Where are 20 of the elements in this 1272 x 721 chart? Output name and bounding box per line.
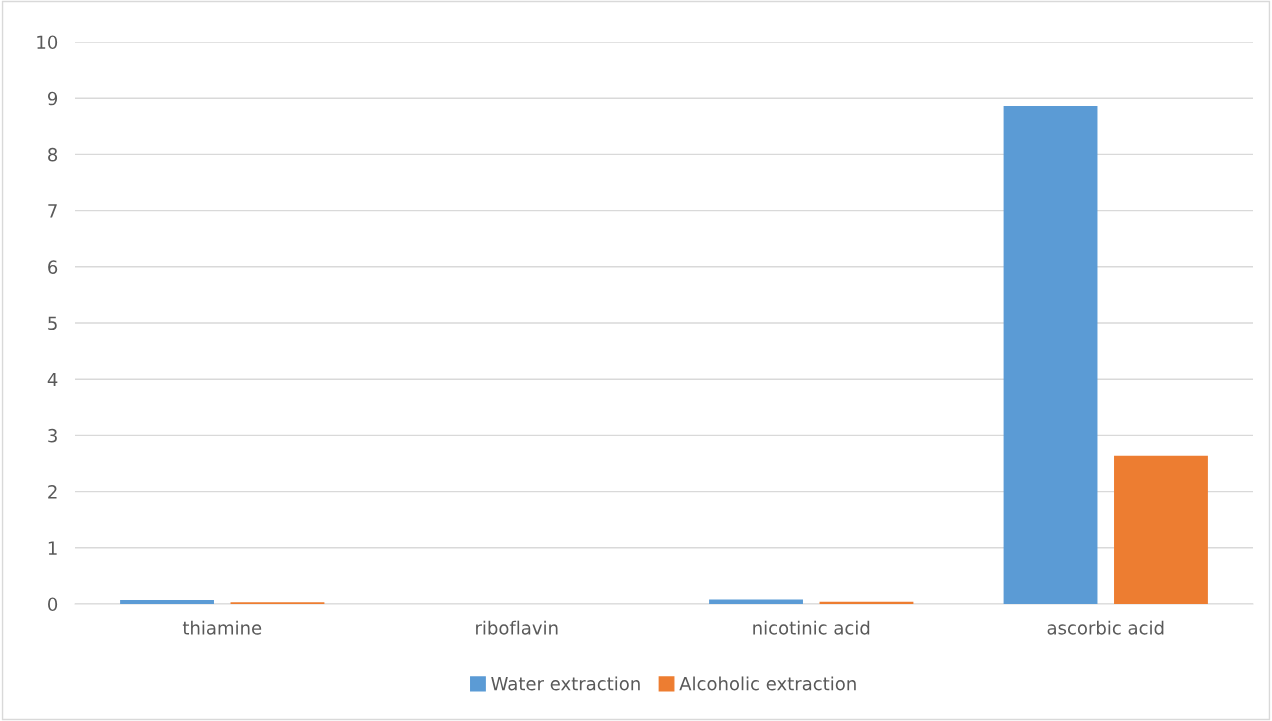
y-tick-label: 7 [48,204,57,218]
y-tick-label: 10 [37,35,58,50]
y-tick-label: 1 [48,541,57,555]
legend-label: Alcoholic extraction [679,676,856,691]
y-tick-label: 5 [48,316,57,331]
y-tick-label: 0 [48,597,58,612]
bar [1114,455,1208,604]
x-tick-label: nicotinic acid [753,620,870,635]
y-tick-label: 4 [47,372,58,387]
x-tick-label: thiamine [182,620,262,635]
y-tick-label: 8 [48,147,58,162]
bar [120,600,214,604]
bar [1003,106,1098,604]
x-tick-label: riboflavin [476,620,558,635]
y-tick-label: 3 [48,428,57,443]
y-tick-label: 2 [48,485,57,499]
x-tick-label: ascorbic acid [1047,620,1164,635]
y-tick-label: 9 [47,91,58,106]
y-tick-label: 6 [48,260,58,274]
legend-label: Water extraction [491,676,640,691]
